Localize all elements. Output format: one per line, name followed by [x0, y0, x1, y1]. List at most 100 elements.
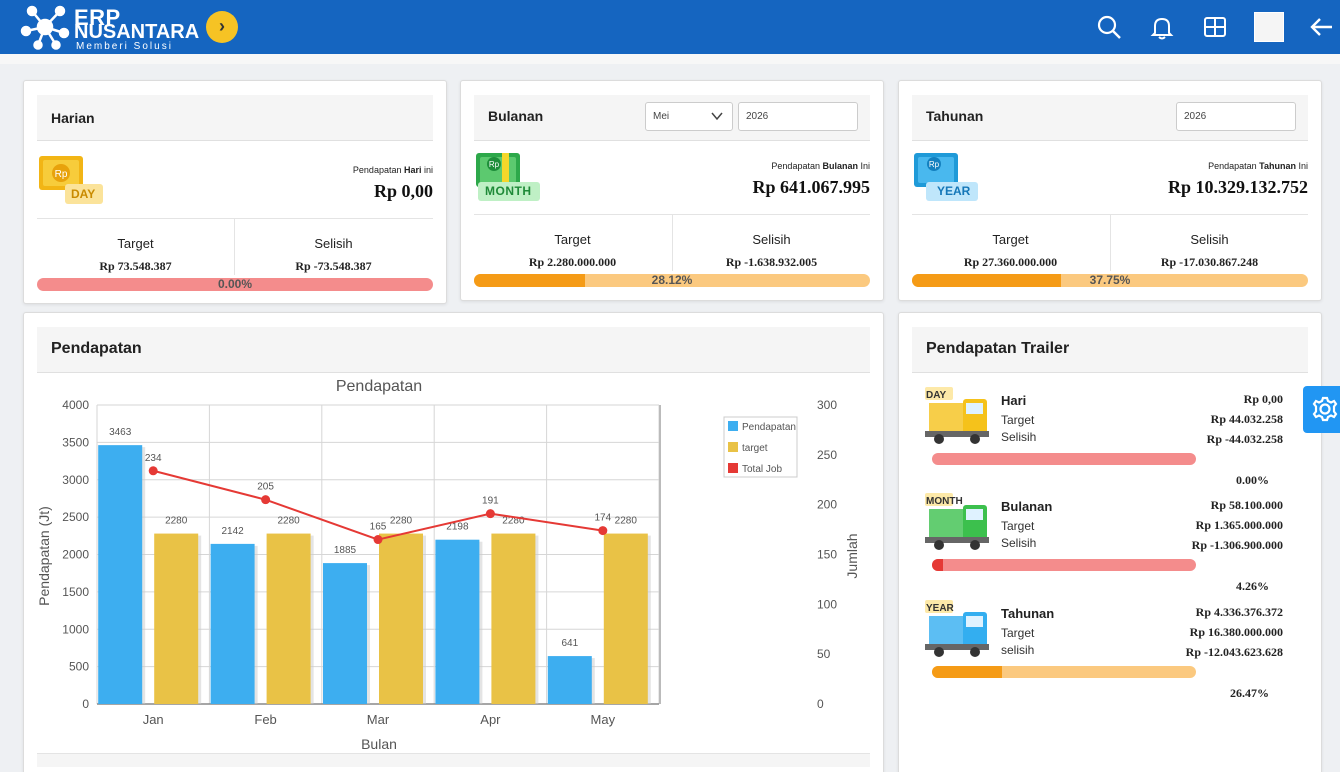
yearly-column-divider — [1110, 215, 1111, 271]
monthly-divider — [474, 214, 870, 215]
bar-pendapatan — [323, 563, 367, 704]
chart-title: Pendapatan — [336, 378, 422, 395]
daily-card-title: Harian — [51, 110, 95, 126]
trailer-diff-label: selisih — [1001, 643, 1035, 657]
x-tick-label: Feb — [254, 712, 276, 727]
bar-target — [603, 533, 648, 704]
grid-icon[interactable] — [1202, 14, 1228, 40]
month-select[interactable]: Mei — [645, 102, 733, 131]
trailer-progress-text: 0.00% — [1236, 473, 1269, 487]
bar-data-label: 2198 — [446, 522, 469, 533]
trailer-item-name: Hari — [1001, 393, 1027, 408]
line-point — [373, 535, 383, 545]
trailer-progress-bar — [932, 559, 1196, 571]
bar-pendapatan — [210, 543, 255, 704]
trailer-progress-text: 4.26% — [1236, 579, 1269, 593]
y2-tick-label: 50 — [817, 647, 831, 661]
settings-tab-button[interactable] — [1303, 386, 1340, 433]
monthly-year-input[interactable]: 2026 — [738, 102, 858, 131]
bar-target — [379, 533, 423, 704]
top-navbar: ERP NUSANTARA Memberi Solusi › — [0, 0, 1340, 54]
yearly-progress-bar: 37.75% — [912, 274, 1308, 287]
legend-label: Pendapatan — [742, 422, 796, 433]
y2-tick-label: 200 — [817, 498, 837, 512]
trailer-income-value: Rp 0,00 — [1243, 392, 1283, 406]
day-money-icon: Rp DAY — [37, 154, 103, 206]
trailer-target-label: Target — [1001, 626, 1035, 640]
trailer-income-value: Rp 58.100.000 — [1210, 498, 1283, 512]
y-tick-label: 2500 — [62, 510, 89, 524]
line-point — [148, 466, 158, 476]
yearly-target-label: Target — [992, 232, 1029, 247]
bar-target — [154, 533, 199, 704]
bar-pendapatan — [98, 445, 143, 704]
yearly-year-value: 2026 — [1184, 111, 1207, 122]
yearly-year-input[interactable]: 2026 — [1176, 102, 1296, 131]
daily-progress-text: 0.00% — [217, 278, 253, 291]
svg-text:Rp: Rp — [929, 160, 940, 169]
chart-card-title: Pendapatan — [51, 340, 142, 357]
trailer-progress-fill — [932, 666, 1002, 678]
bar-data-label: 2280 — [277, 516, 300, 527]
monthly-card-title: Bulanan — [488, 108, 544, 124]
legend-label: target — [742, 443, 768, 454]
trailer-target-value: Rp 1.365.000.000 — [1195, 518, 1283, 532]
y-tick-label: 2000 — [62, 548, 89, 562]
yearly-card-title: Tahunan — [926, 108, 984, 124]
trailer-progress-text: 26.47% — [1230, 686, 1269, 700]
truck-icon — [925, 600, 989, 657]
x-tick-label: May — [591, 712, 616, 727]
sidebar-toggle-button[interactable]: › — [206, 11, 238, 43]
trailer-diff-label: Selisih — [1001, 430, 1037, 444]
truck-icon — [925, 387, 989, 444]
trailer-income-value: Rp 4.336.376.372 — [1195, 605, 1283, 619]
trailer-target-value: Rp 16.380.000.000 — [1189, 625, 1283, 639]
monthly-diff-value: Rp -1.638.932.005 — [725, 255, 818, 269]
chart-card-header: Pendapatan — [37, 327, 870, 373]
yearly-progress-fill — [912, 274, 1062, 287]
svg-text:Rp: Rp — [489, 160, 500, 169]
bar-data-label: 2280 — [615, 516, 638, 527]
chevron-right-icon: › — [219, 16, 225, 36]
truck-icon — [925, 493, 989, 550]
brand-logo[interactable]: ERP NUSANTARA Memberi Solusi — [18, 3, 218, 53]
monthly-progress-text: 28.12% — [651, 274, 693, 287]
legend-swatch — [728, 463, 738, 473]
yearly-divider — [912, 214, 1308, 215]
avatar[interactable] — [1254, 12, 1284, 42]
search-icon[interactable] — [1096, 14, 1122, 40]
daily-card-header: Harian — [37, 95, 433, 141]
line-data-label: 174 — [594, 513, 611, 524]
monthly-progress-bar: 28.12% — [474, 274, 870, 287]
yearly-income-value: Rp 10.329.132.752 — [1167, 177, 1308, 197]
monthly-diff-label: Selisih — [752, 232, 791, 247]
yearly-card-header: Tahunan 2026 — [912, 95, 1308, 141]
yearly-target-value: Rp 27.360.000.000 — [963, 255, 1058, 269]
y2-tick-label: 300 — [817, 398, 837, 412]
bell-icon[interactable] — [1149, 14, 1175, 40]
daily-income-label: Pendapatan Hari ini — [352, 165, 433, 175]
monthly-income-value: Rp 641.067.995 — [752, 177, 870, 197]
trailer-diff-value: Rp -44.032.258 — [1206, 432, 1283, 446]
chevron-down-icon — [711, 112, 723, 121]
daily-target-label: Target — [117, 236, 154, 251]
trailer-target-label: Target — [1001, 413, 1035, 427]
x-axis-title: Bulan — [361, 736, 397, 752]
daily-diff-label: Selisih — [314, 236, 353, 251]
line-point — [598, 526, 608, 536]
y-tick-label: 3000 — [62, 473, 89, 487]
y-tick-label: 500 — [69, 660, 89, 674]
trailer-item-name: Tahunan — [1001, 606, 1055, 621]
daily-diff-value: Rp -73.548.387 — [295, 259, 372, 273]
bar-data-label: 2280 — [165, 516, 188, 527]
line-data-label: 234 — [145, 453, 162, 464]
y2-tick-label: 150 — [817, 548, 837, 562]
y-tick-label: 1500 — [62, 585, 89, 599]
month-money-icon: Rp MONTH — [474, 151, 540, 203]
y-tick-label: 4000 — [62, 398, 89, 412]
brand-name-line2: NUSANTARA — [74, 21, 200, 43]
trailer-card-header: Pendapatan Trailer — [912, 327, 1308, 373]
back-arrow-icon[interactable] — [1308, 14, 1334, 40]
trailer-revenue-card: Pendapatan Trailer DAY Hari Target Selisih R… — [898, 312, 1322, 772]
trailer-progress-bar — [932, 666, 1196, 678]
